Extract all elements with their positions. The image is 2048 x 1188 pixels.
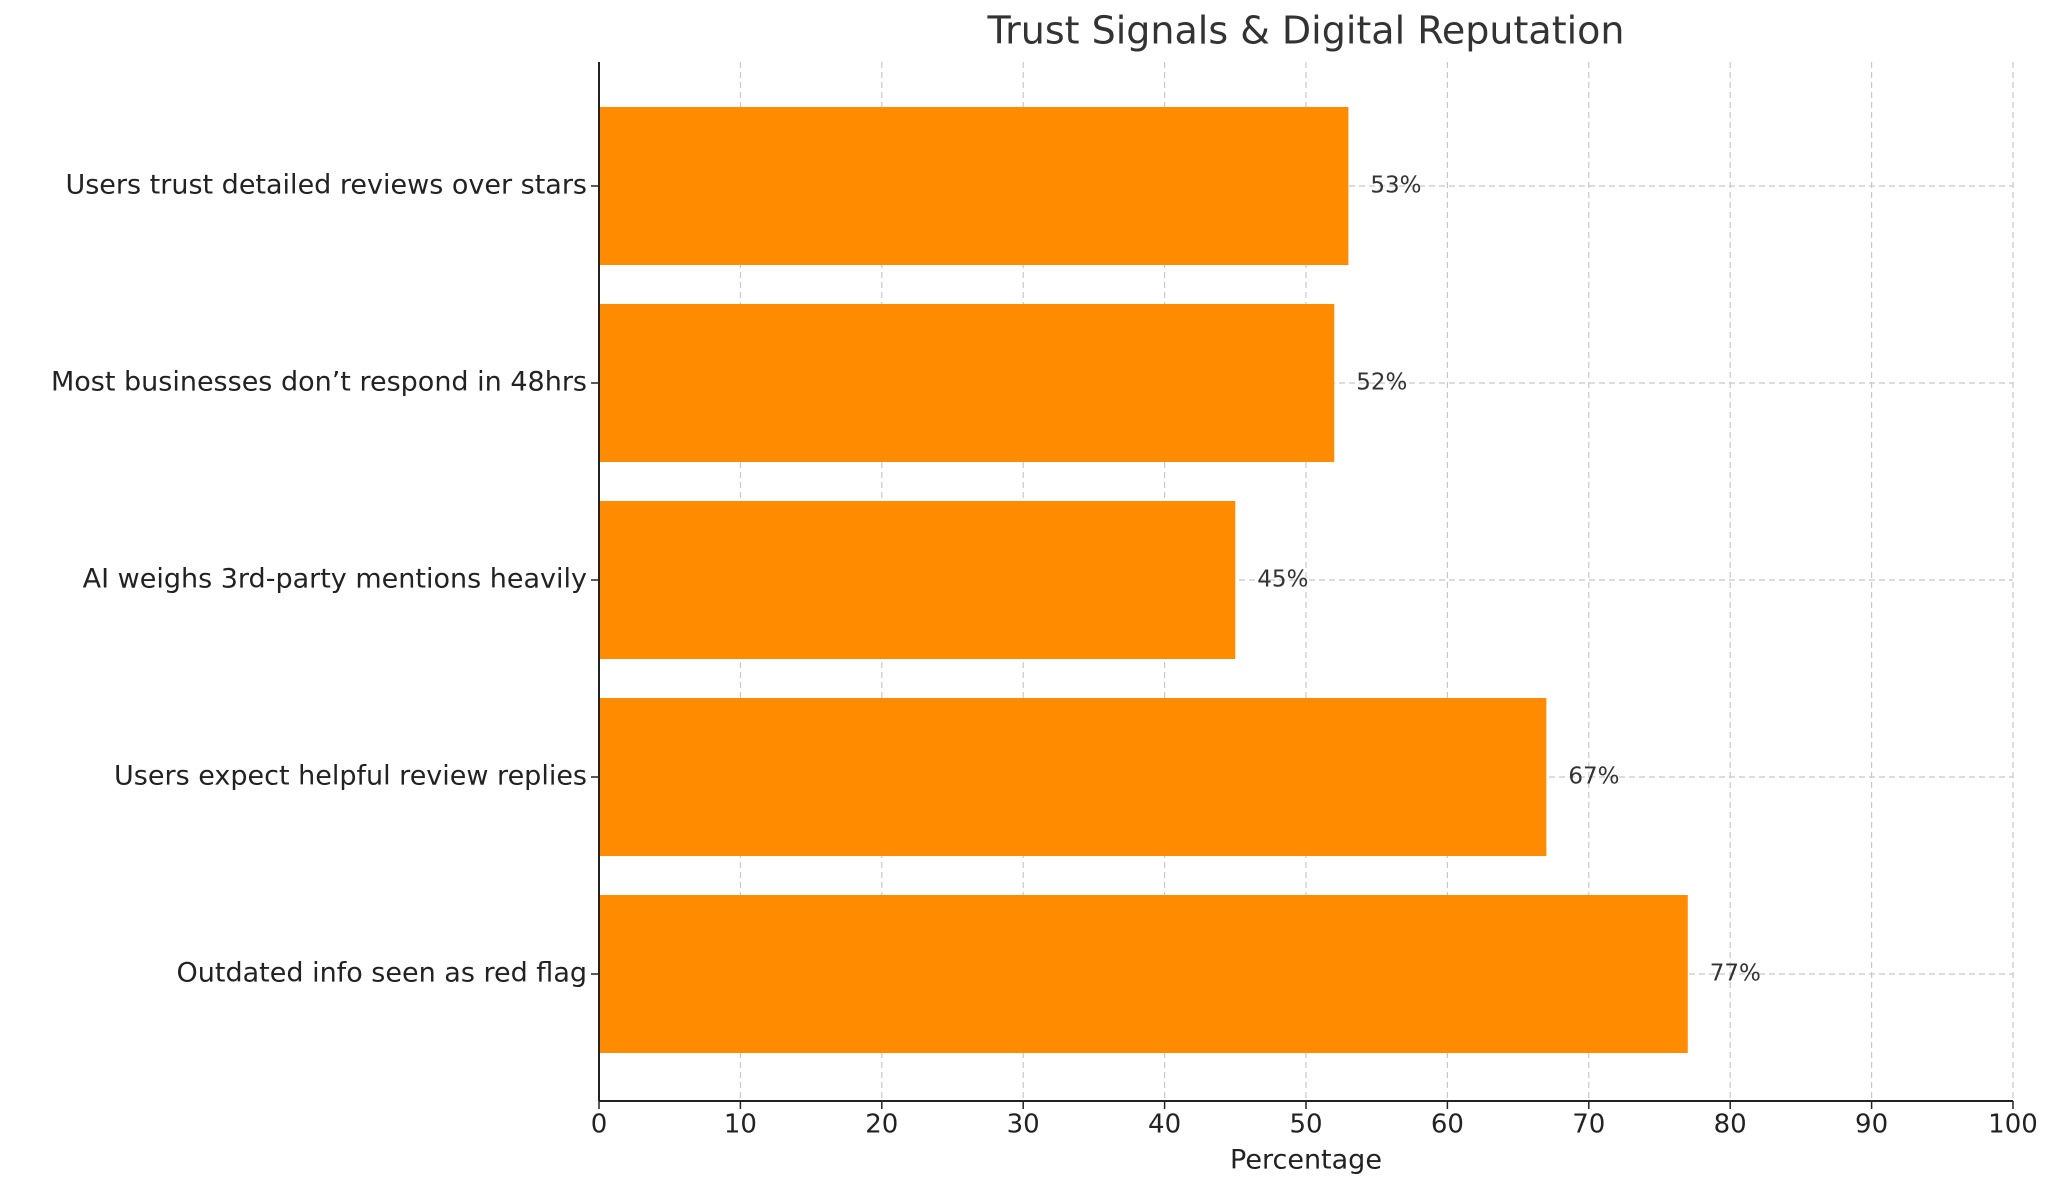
value-label: 45%: [1257, 567, 1308, 593]
x-tick-label: 0: [591, 1110, 608, 1140]
bar: [599, 501, 1236, 659]
value-label: 77%: [1710, 961, 1761, 987]
y-tick-label: Most businesses don’t respond in 48hrs: [51, 367, 587, 398]
x-tick-label: 40: [1148, 1110, 1181, 1140]
x-tick-label: 70: [1572, 1110, 1605, 1140]
x-tick-label: 60: [1431, 1110, 1464, 1140]
x-tick-label: 30: [1007, 1110, 1040, 1140]
bar: [599, 895, 1688, 1053]
y-tick-label: AI weighs 3rd-party mentions heavily: [83, 564, 587, 595]
x-tick-label: 10: [724, 1110, 757, 1140]
x-axis-label: Percentage: [1230, 1145, 1382, 1176]
chart-title: Trust Signals & Digital Reputation: [986, 9, 1624, 53]
y-tick-label: Users trust detailed reviews over stars: [65, 170, 587, 201]
x-tick-label: 90: [1855, 1110, 1888, 1140]
value-label: 67%: [1568, 764, 1619, 790]
bar: [599, 107, 1349, 265]
bar: [599, 304, 1335, 462]
x-tick-label: 80: [1714, 1110, 1747, 1140]
x-tick-label: 50: [1289, 1110, 1322, 1140]
bar: [599, 698, 1547, 856]
value-label: 52%: [1356, 370, 1407, 396]
x-tick-label: 20: [865, 1110, 898, 1140]
value-label: 53%: [1370, 173, 1421, 199]
x-tick-label: 100: [1988, 1110, 2038, 1140]
y-tick-label: Outdated info seen as red flag: [177, 958, 587, 989]
y-tick-label: Users expect helpful review replies: [114, 761, 587, 792]
